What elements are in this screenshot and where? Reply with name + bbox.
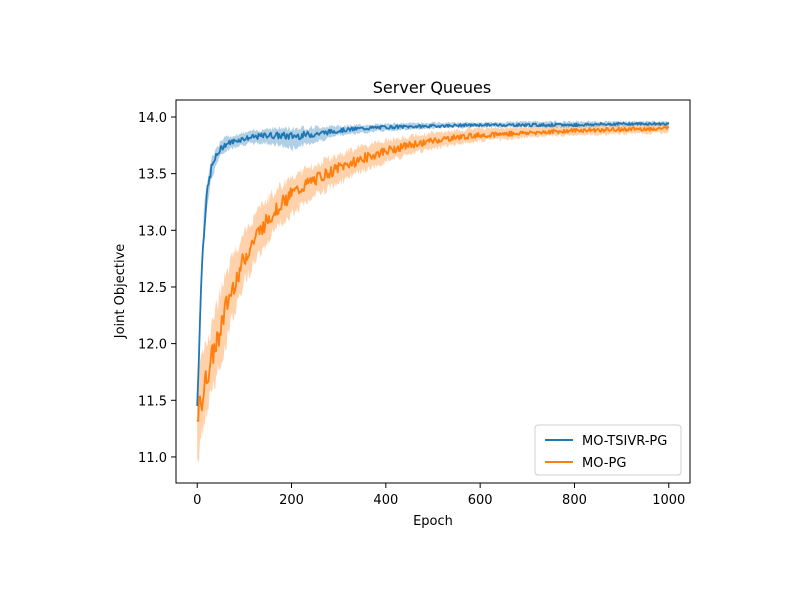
y-tick-label: 11.0: [138, 451, 167, 466]
legend-label-mo-tsivr-pg: MO-TSIVR-PG: [582, 434, 667, 449]
y-tick-label: 13.0: [138, 224, 167, 239]
y-tick-label: 12.0: [138, 338, 167, 353]
series-line-mo-tsivr-pg: [196, 121, 670, 407]
y-tick-label: 14.0: [138, 111, 167, 126]
x-tick-label: 0: [193, 493, 201, 508]
x-axis-ticks: 0 200 400 600 800 1000: [193, 483, 685, 508]
x-tick-label: 600: [468, 493, 493, 508]
x-axis-label: Epoch: [413, 514, 453, 529]
x-tick-label: 400: [373, 493, 398, 508]
legend-label-mo-pg: MO-PG: [582, 456, 626, 471]
chart-title: Server Queues: [373, 78, 491, 97]
x-tick-label: 200: [279, 493, 304, 508]
y-tick-label: 11.5: [138, 394, 167, 409]
x-tick-label: 1000: [652, 493, 685, 508]
y-tick-label: 13.5: [138, 168, 167, 183]
plot-frame: [175, 99, 691, 484]
x-tick-label: 800: [562, 493, 587, 508]
y-axis-ticks: 11.0 11.5 12.0 12.5 13.0 13.5 14.0: [138, 111, 176, 466]
y-tick-label: 12.5: [138, 281, 167, 296]
series-line-mo-pg: [196, 126, 670, 423]
plot-area: [196, 120, 670, 463]
y-axis-label: Joint Objective: [113, 244, 128, 340]
series-lines: [196, 121, 670, 423]
legend: MO-TSIVR-PG MO-PG: [534, 424, 682, 476]
